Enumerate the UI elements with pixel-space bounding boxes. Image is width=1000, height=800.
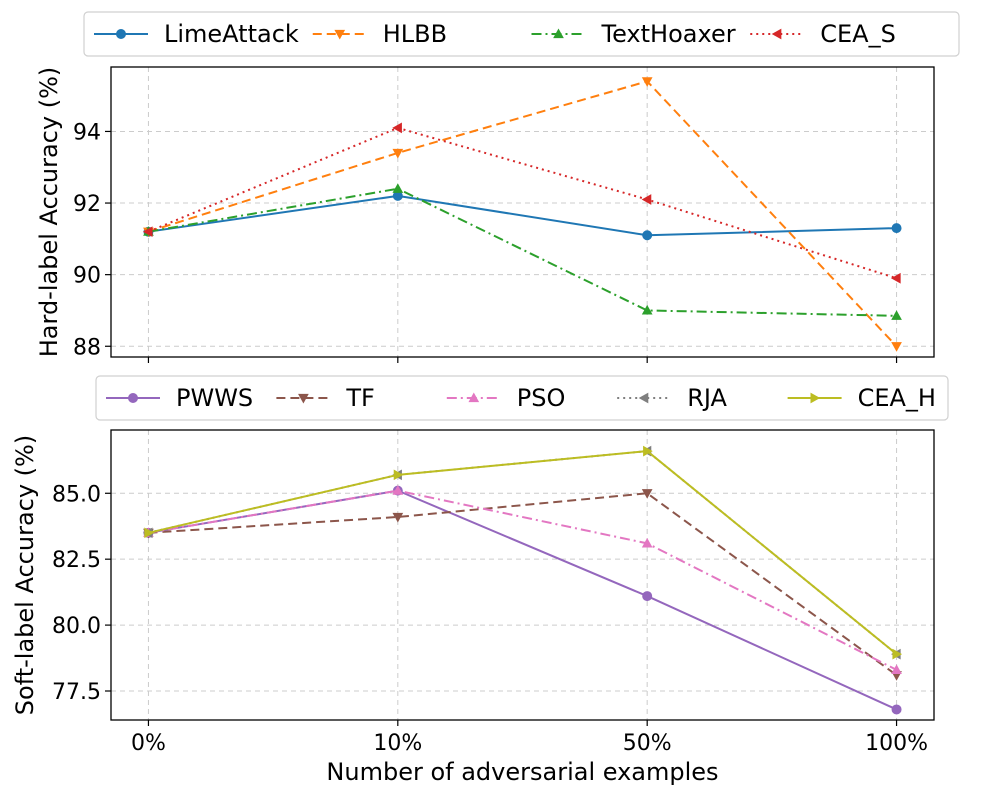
legend-item: TextHoaxer: [531, 20, 736, 48]
data-point: [891, 664, 902, 675]
legend-item: HLBB: [312, 20, 447, 48]
legend-item: RJA: [617, 384, 728, 412]
series-line: [148, 194, 897, 237]
legend-marker: [553, 28, 564, 39]
legend-item: TF: [276, 384, 375, 412]
y-tick-label: 88: [73, 335, 101, 360]
legend-label: HLBB: [383, 20, 447, 48]
data-point: [642, 591, 653, 602]
series-hlbb: [143, 77, 902, 352]
data-point: [641, 489, 653, 499]
data-point: [642, 230, 653, 241]
series-limeattack: [143, 190, 902, 241]
y-tick-label: 94: [73, 120, 101, 145]
series-line: [148, 489, 897, 711]
data-point: [392, 183, 404, 193]
data-point: [891, 704, 902, 715]
data-point: [641, 194, 652, 205]
legend-label: PWWS: [176, 384, 253, 412]
series-line: [148, 126, 897, 280]
series-texthoaxer: [143, 183, 902, 320]
legend-label: TF: [345, 384, 374, 412]
legend-item: CEA_H: [787, 384, 936, 412]
legend-marker: [468, 392, 480, 403]
plot-frame: [110, 429, 935, 721]
data-point: [891, 272, 901, 284]
y-tick-label: 90: [73, 264, 101, 289]
series-line: [148, 187, 897, 317]
legend-marker: [116, 29, 126, 39]
data-point: [892, 648, 903, 660]
y-tick-label: 80.0: [52, 614, 101, 639]
data-point: [144, 527, 154, 539]
legend-marker: [334, 29, 346, 40]
series-pwws: [143, 485, 902, 715]
y-axis-title: Soft-label Accuracy (%): [11, 435, 39, 715]
data-point: [641, 537, 653, 548]
series-cea-s: [142, 122, 901, 284]
plot-frame: [110, 66, 935, 358]
series-line: [148, 492, 898, 676]
chart-panel-1: 88 90 92 94 Hard-label Accuracy (%) LimeAttac…: [35, 11, 960, 363]
legend-marker: [298, 393, 309, 404]
data-point: [392, 512, 404, 523]
series-rja: [142, 445, 901, 660]
x-tick-label: 0%: [131, 731, 166, 756]
legend-frame: [83, 11, 960, 57]
legend-label: PSO: [517, 384, 566, 412]
data-point: [142, 226, 153, 238]
legend-item: LimeAttack: [94, 20, 299, 48]
data-point: [641, 77, 653, 87]
x-tick-label: 10%: [373, 731, 422, 756]
series-tf: [143, 489, 902, 681]
legend-marker: [810, 392, 821, 404]
series-cea-h: [144, 445, 903, 660]
series-line: [148, 489, 898, 671]
legend-marker: [128, 393, 138, 403]
data-point: [891, 310, 902, 320]
y-axis-title: Hard-label Accuracy (%): [35, 67, 63, 358]
data-point: [641, 304, 653, 315]
chart-panel-2: 0% 10% 50% 100% 77.5 80.0 82.5 85.0 Soft-label A…: [11, 375, 949, 786]
y-tick-label: 77.5: [52, 680, 101, 705]
legend-label: RJA: [687, 384, 727, 412]
data-point: [891, 342, 902, 352]
legend-item: PSO: [446, 384, 566, 412]
legend-label: LimeAttack: [164, 20, 299, 48]
x-tick-label: 100%: [865, 731, 928, 756]
data-point: [643, 445, 653, 457]
series-line: [148, 80, 898, 347]
y-tick-label: 85.0: [52, 482, 101, 507]
legend-label: CEA_S: [820, 20, 896, 48]
legend-label: CEA_H: [858, 384, 936, 412]
data-point: [392, 485, 404, 495]
data-point: [392, 148, 404, 159]
legend-marker: [771, 28, 782, 40]
data-point: [393, 469, 404, 481]
legend: PWWS TF PSO RJA CEA_H: [95, 375, 949, 421]
legend-label: TextHoaxer: [601, 20, 736, 48]
y-tick-label: 92: [73, 192, 101, 217]
x-tick-label: 50%: [623, 731, 672, 756]
data-point: [891, 223, 902, 234]
data-point: [392, 122, 402, 134]
series-line: [148, 450, 898, 655]
series-line: [148, 450, 898, 655]
legend-marker: [638, 392, 649, 404]
legend-item: CEA_S: [750, 20, 896, 48]
y-tick-label: 82.5: [52, 548, 101, 573]
x-axis-title: Number of adversarial examples: [326, 758, 718, 786]
legend-frame: [95, 375, 949, 421]
legend-item: PWWS: [106, 384, 253, 412]
legend: LimeAttack HLBB TextHoaxer CEA_S: [83, 11, 960, 57]
series-pso: [143, 485, 902, 675]
